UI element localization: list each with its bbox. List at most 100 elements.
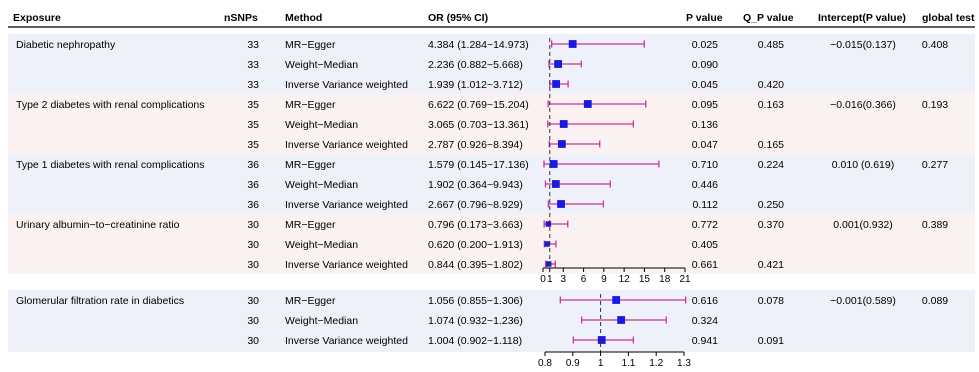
table-header: Exposure nSNPs Method OR (95% CI) P valu…	[13, 12, 975, 24]
method-label: Inverse Variance weighted	[285, 335, 408, 347]
method-label: Weight−Median	[285, 179, 358, 191]
or-ci-text: 4.384 (1.284~14.973)	[428, 39, 529, 51]
or-ci-text: 2.236 (0.882~5.668)	[428, 59, 523, 71]
global-test-value: 0.277	[922, 159, 948, 171]
x-tick-label: 1.3	[677, 358, 691, 369]
forest-marks	[543, 40, 687, 344]
point-estimate	[612, 296, 621, 304]
p-value: 0.772	[692, 219, 718, 231]
point-estimate	[545, 261, 552, 267]
or-ci-text: 1.579 (0.145~17.136)	[428, 159, 529, 171]
point-estimate	[554, 60, 563, 68]
q-p-value: 0.163	[758, 99, 784, 111]
panel-band	[8, 290, 975, 352]
header-p-value: P value	[686, 12, 723, 24]
p-value: 0.047	[692, 139, 718, 151]
p-value: 0.025	[692, 39, 718, 51]
x-tick-label: 0	[540, 274, 546, 285]
x-tick-label: 12	[619, 274, 631, 285]
or-ci-text: 1.056 (0.855~1.306)	[428, 295, 523, 307]
nsnps-value: 30	[247, 219, 259, 231]
header-global-test: global test	[922, 12, 975, 24]
p-value: 0.616	[692, 295, 718, 307]
or-ci-text: 1.074 (0.932~1.236)	[428, 315, 523, 327]
point-estimate	[583, 100, 592, 108]
p-value: 0.045	[692, 79, 718, 91]
or-ci-text: 0.620 (0.200~1.913)	[428, 239, 523, 251]
exposure-label: Urinary albumin−to−creatinine ratio	[16, 219, 180, 231]
row-bands	[8, 34, 975, 352]
nsnps-value: 35	[247, 119, 259, 131]
x-tick-label: 15	[639, 274, 651, 285]
method-label: Inverse Variance weighted	[285, 259, 408, 271]
x-tick-label: 1	[598, 358, 604, 369]
q-p-value: 0.091	[758, 335, 784, 347]
method-label: Inverse Variance weighted	[285, 199, 408, 211]
x-tick-label: 18	[659, 274, 671, 285]
panel-band	[8, 214, 975, 274]
x-tick-label: 0.9	[566, 358, 580, 369]
point-estimate	[544, 241, 550, 247]
method-label: Weight−Median	[285, 119, 358, 131]
p-value: 0.405	[692, 239, 718, 251]
method-label: MR−Egger	[285, 295, 336, 307]
point-estimate	[557, 140, 566, 148]
p-value: 0.136	[692, 119, 718, 131]
header-method: Method	[285, 12, 322, 24]
nsnps-value: 30	[247, 239, 259, 251]
method-label: MR−Egger	[285, 159, 336, 171]
nsnps-value: 30	[247, 259, 259, 271]
intercept-value: −0.016(0.366)	[830, 99, 896, 111]
exposure-label: Diabetic nephropathy	[16, 39, 116, 51]
global-test-value: 0.193	[922, 99, 948, 111]
or-ci-text: 3.065 (0.703~13.361)	[428, 119, 529, 131]
or-ci-text: 1.939 (1.012~3.712)	[428, 79, 523, 91]
point-estimate	[552, 80, 561, 88]
point-estimate	[557, 200, 565, 208]
point-estimate	[617, 316, 626, 324]
global-test-value: 0.089	[922, 295, 948, 307]
header-q-p-value: Q_P value	[743, 12, 794, 24]
method-label: MR−Egger	[285, 39, 336, 51]
method-label: MR−Egger	[285, 219, 336, 231]
x-tick-label: 1.2	[649, 358, 663, 369]
panel-band	[8, 34, 975, 94]
or-ci-text: 0.796 (0.173~3.663)	[428, 219, 523, 231]
nsnps-value: 36	[247, 179, 259, 191]
method-label: Inverse Variance weighted	[285, 139, 408, 151]
x-tick-label: 1.1	[621, 358, 635, 369]
or-ci-text: 2.667 (0.796~8.929)	[428, 199, 523, 211]
or-ci-text: 1.902 (0.364~9.943)	[428, 179, 523, 191]
nsnps-value: 33	[247, 39, 259, 51]
point-estimate	[559, 120, 568, 128]
exposure-label: Type 1 diabetes with renal complications	[16, 159, 205, 171]
p-value: 0.324	[692, 315, 718, 327]
p-value: 0.112	[693, 199, 719, 211]
nsnps-value: 33	[247, 79, 259, 91]
x-tick-label: 3	[561, 274, 567, 285]
q-p-value: 0.165	[758, 139, 784, 151]
q-p-value: 0.078	[758, 295, 784, 307]
intercept-value: 0.001(0.932)	[833, 219, 893, 231]
header-exposure: Exposure	[13, 12, 61, 24]
point-estimate	[545, 221, 552, 227]
x-tick-label: 9	[601, 274, 607, 285]
or-ci-text: 6.622 (0.769~15.204)	[428, 99, 529, 111]
nsnps-value: 35	[247, 99, 259, 111]
x-tick-label: 0.8	[538, 358, 552, 369]
nsnps-value: 36	[247, 159, 259, 171]
header-nsnps: nSNPs	[224, 12, 258, 24]
global-test-value: 0.408	[922, 39, 948, 51]
exposure-label: Glomerular filtration rate in diabetics	[16, 295, 184, 307]
point-estimate	[549, 160, 558, 168]
nsnps-value: 30	[247, 335, 259, 347]
point-estimate	[551, 180, 560, 188]
p-value: 0.941	[692, 335, 718, 347]
method-label: Weight−Median	[285, 315, 358, 327]
x-tick-label: 21	[679, 274, 691, 285]
forest-axes: 0 1 3 6 9 12 15 18 210.8 0.9 1 1.1 1.2 1.3	[538, 38, 691, 369]
p-value: 0.090	[692, 59, 718, 71]
header-or-ci: OR (95% CI)	[428, 12, 488, 24]
or-ci-text: 1.004 (0.902~1.118)	[428, 335, 522, 347]
p-value: 0.710	[692, 159, 718, 171]
